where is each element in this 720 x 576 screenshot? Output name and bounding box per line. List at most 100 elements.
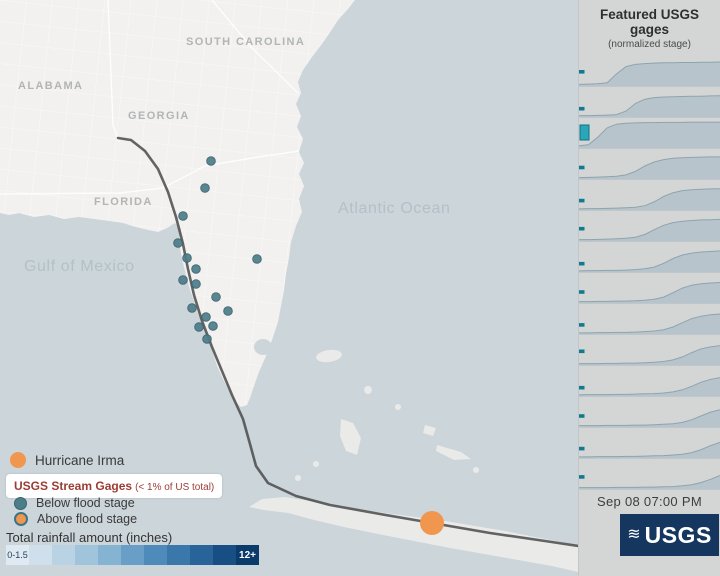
gage-row-3[interactable]	[579, 118, 720, 149]
stream-gage-dot-below[interactable]	[223, 306, 233, 316]
stream-gage-dot-below[interactable]	[191, 279, 201, 289]
gage-sparkline	[579, 250, 720, 272]
gage-row-4[interactable]	[579, 149, 720, 180]
gage-current-tick	[579, 290, 585, 294]
gage-stage-line	[579, 188, 720, 210]
gage-row-8[interactable]	[579, 273, 720, 304]
below-flood-label: Below flood stage	[36, 496, 135, 510]
rainfall-scale-box	[52, 545, 75, 565]
gage-row-1[interactable]	[579, 56, 720, 87]
gage-current-tick-highlighted	[579, 124, 590, 141]
below-flood-icon	[14, 496, 27, 510]
stream-gage-dot-below[interactable]	[208, 321, 218, 331]
gage-stage-line	[579, 475, 720, 489]
rainfall-scale-box	[29, 545, 52, 565]
stream-gage-dot-below[interactable]	[182, 253, 192, 263]
usgs-wave-icon: ≋	[627, 526, 641, 543]
gage-stage-line	[579, 282, 720, 303]
gage-row-2[interactable]	[579, 87, 720, 118]
rainfall-scale-box: 12+	[236, 545, 259, 565]
gage-row-14[interactable]	[579, 459, 720, 490]
gage-current-tick	[579, 261, 585, 266]
map-canvas[interactable]: ALABAMA GEORGIA SOUTH CAROLINA FLORIDA Atlan…	[0, 0, 578, 576]
county-grid-overlay	[0, 0, 355, 407]
gage-stage-line	[579, 441, 720, 458]
stream-gage-dot-below[interactable]	[200, 183, 210, 193]
stream-gage-dot-below[interactable]	[252, 254, 262, 264]
gage-current-tick	[579, 198, 585, 203]
rainfall-scale-box	[167, 545, 190, 565]
gage-row-12[interactable]	[579, 397, 720, 428]
gage-sparkline	[579, 409, 720, 427]
rainfall-scale-box	[144, 545, 167, 565]
legend-above-flood-row: Above flood stage	[14, 512, 137, 526]
stream-gages-title: USGS Stream Gages	[14, 479, 133, 493]
hurricane-position-marker[interactable]	[420, 511, 444, 535]
gage-sparkline	[579, 475, 720, 489]
rainfall-scale: 0-1.5 12+	[6, 545, 259, 565]
gage-stage-area	[579, 345, 720, 365]
gage-stage-area	[579, 188, 720, 210]
gage-sparkline	[579, 345, 720, 365]
gage-row-5[interactable]	[579, 180, 720, 211]
gage-stage-area	[579, 156, 720, 179]
gage-stage-line	[579, 313, 720, 334]
gage-sparkline	[579, 121, 720, 148]
stream-gage-dot-below[interactable]	[173, 238, 183, 248]
gage-row-7[interactable]	[579, 242, 720, 273]
gage-sparkline	[579, 218, 720, 241]
rainfall-scale-box	[213, 545, 236, 565]
gage-current-tick	[579, 70, 585, 74]
gage-stage-area	[579, 409, 720, 427]
gage-sparkline	[579, 156, 720, 179]
gage-row-6[interactable]	[579, 211, 720, 242]
stream-gage-dot-below[interactable]	[178, 275, 188, 285]
gage-current-tick	[579, 165, 585, 170]
legend-hurricane-row: Hurricane Irma	[10, 452, 124, 468]
map-dynamic-layer	[116, 136, 578, 548]
gage-stage-line	[579, 377, 720, 396]
gage-stage-line	[579, 95, 720, 117]
rainfall-scale-box: 0-1.5	[6, 545, 29, 565]
gage-row-10[interactable]	[579, 335, 720, 366]
hurricane-legend-icon	[10, 452, 26, 468]
gage-stage-line	[579, 121, 720, 147]
sidebar-subtitle: (normalized stage)	[608, 39, 691, 50]
stream-gage-dot-below[interactable]	[178, 211, 188, 221]
gage-stage-line	[579, 345, 720, 365]
gage-current-tick	[579, 349, 585, 354]
gage-sparkline	[579, 313, 720, 334]
cuba-island	[249, 497, 578, 572]
stream-gage-dot-below[interactable]	[194, 322, 204, 332]
usgs-logo-text: USGS	[644, 521, 712, 548]
stream-gage-dot-below[interactable]	[191, 264, 201, 274]
bahamas-islands	[295, 349, 479, 481]
above-flood-label: Above flood stage	[37, 512, 138, 526]
stream-gage-dot-below[interactable]	[202, 334, 212, 344]
sidebar-title: Featured USGS gages	[599, 7, 700, 37]
gage-stage-area	[579, 219, 720, 241]
rainfall-scale-box	[75, 545, 98, 565]
stream-gage-dot-below[interactable]	[211, 292, 221, 302]
rainfall-scale-box	[98, 545, 121, 565]
gage-row-13[interactable]	[579, 428, 720, 459]
gage-stage-area	[579, 314, 720, 334]
above-flood-icon	[14, 512, 28, 526]
gage-row-11[interactable]	[579, 366, 720, 397]
stream-gage-dot-below[interactable]	[201, 312, 211, 322]
gage-row-9[interactable]	[579, 304, 720, 335]
stream-gage-dot-below[interactable]	[187, 303, 197, 313]
lake-okeechobee	[254, 339, 272, 355]
usgs-logo[interactable]: ≋ USGS	[620, 514, 719, 556]
gage-stage-area	[579, 95, 720, 117]
gage-stage-area	[579, 250, 720, 272]
stream-gage-dot-below[interactable]	[206, 156, 216, 166]
rainfall-scale-box	[190, 545, 213, 565]
gage-current-tick	[579, 323, 585, 327]
gage-stage-area	[579, 62, 720, 86]
gage-sparkline-list	[579, 56, 720, 490]
gage-sparkline	[579, 282, 720, 303]
timestamp: Sep 08 07:00 PM	[597, 494, 702, 509]
hurricane-legend-label: Hurricane Irma	[35, 452, 125, 468]
